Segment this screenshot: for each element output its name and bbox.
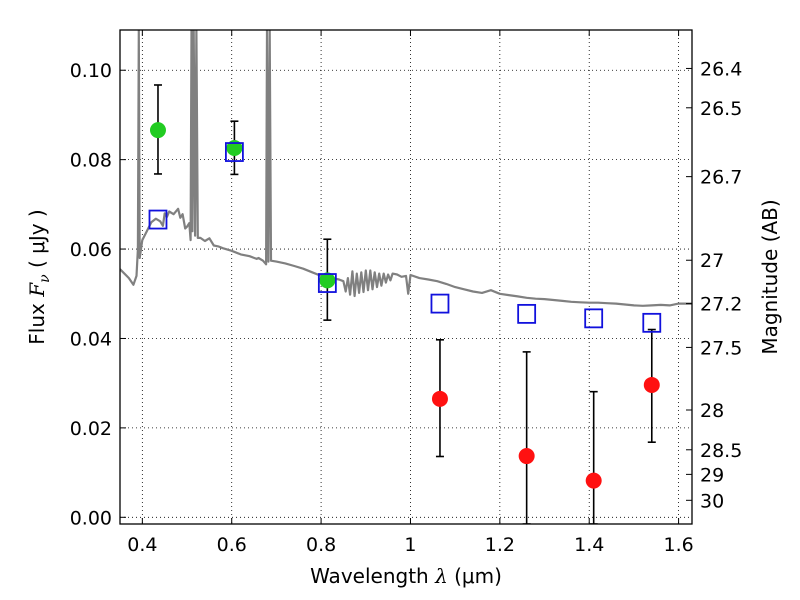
model-photometry-marker [517, 303, 537, 324]
model-photometry-marker [584, 308, 604, 329]
x-tick-label: 0.8 [306, 534, 336, 556]
magnitude-tick-label: 26.5 [700, 98, 742, 120]
magnitude-tick-label: 26.4 [700, 58, 742, 80]
model-photometry-marker [430, 293, 450, 314]
x-tick-label: 1.6 [663, 534, 693, 556]
x-axis-label: Wavelength λ (μm) [310, 564, 502, 588]
model-photometry-marker [642, 312, 662, 333]
magnitude-tick-label: 28.5 [700, 440, 742, 462]
upper-limits-marker [431, 390, 448, 407]
magnitude-tick-label: 29 [700, 464, 724, 486]
magnitude-tick-label: 30 [700, 490, 724, 512]
magnitude-tick-label: 27 [700, 250, 724, 272]
magnitude-tick-label: 27.2 [700, 294, 742, 316]
model-photometry-marker [224, 142, 244, 162]
axis-ticks: 0.4 0.6 0.8 1 1.2 1.4 1.6 0.00 0.02 0.04 0.06 0.08 0… [70, 30, 742, 556]
magnitude-tick-label: 27.5 [700, 337, 742, 359]
detections-marker [149, 122, 166, 139]
y-axis-label: Flux Fν ( μJy ) [25, 209, 53, 344]
upper-limits-marker [518, 448, 535, 465]
upper-limits-marker [585, 472, 602, 489]
grid [120, 30, 692, 524]
x-tick-label: 1.2 [485, 534, 515, 556]
plot-frame [119, 29, 693, 525]
detections-marker [319, 272, 336, 289]
detections-marker [226, 140, 243, 157]
y-tick-label: 0.04 [70, 328, 112, 350]
model-photometry-marker [317, 273, 337, 293]
y-tick-label: 0.08 [70, 150, 112, 172]
template-spectrum-line [120, 30, 692, 307]
data-points-layer [148, 84, 662, 524]
x-tick-label: 1.4 [574, 534, 604, 556]
y-tick-label: 0.02 [70, 418, 112, 440]
x-tick-label: 1 [404, 534, 416, 556]
y-tick-label: 0.06 [70, 239, 112, 261]
magnitude-axis-label: Magnitude (AB) [758, 199, 782, 354]
x-tick-label: 0.6 [217, 534, 247, 556]
upper-limits-marker [643, 376, 660, 393]
magnitude-tick-label: 26.7 [700, 167, 742, 189]
template-spectrum-layer [120, 30, 692, 307]
x-tick-label: 0.4 [127, 534, 157, 556]
magnitude-tick-label: 28 [700, 400, 724, 422]
model-photometry-marker [148, 209, 168, 230]
y-tick-label: 0.10 [70, 60, 112, 82]
y-tick-label: 0.00 [70, 507, 112, 529]
